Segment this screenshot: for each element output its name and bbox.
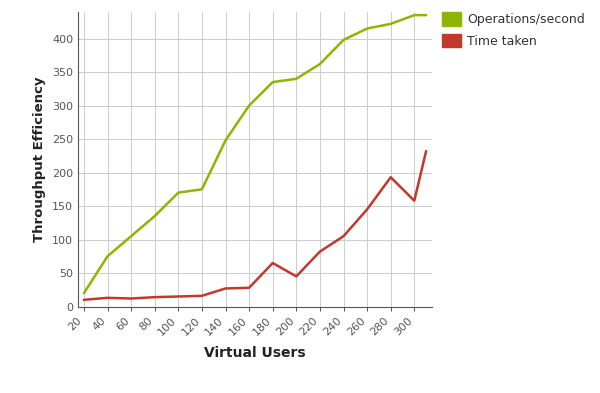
Y-axis label: Throughput Efficiency: Throughput Efficiency (34, 76, 46, 242)
Legend: Operations/second, Time taken: Operations/second, Time taken (442, 12, 584, 48)
X-axis label: Virtual Users: Virtual Users (204, 346, 306, 360)
